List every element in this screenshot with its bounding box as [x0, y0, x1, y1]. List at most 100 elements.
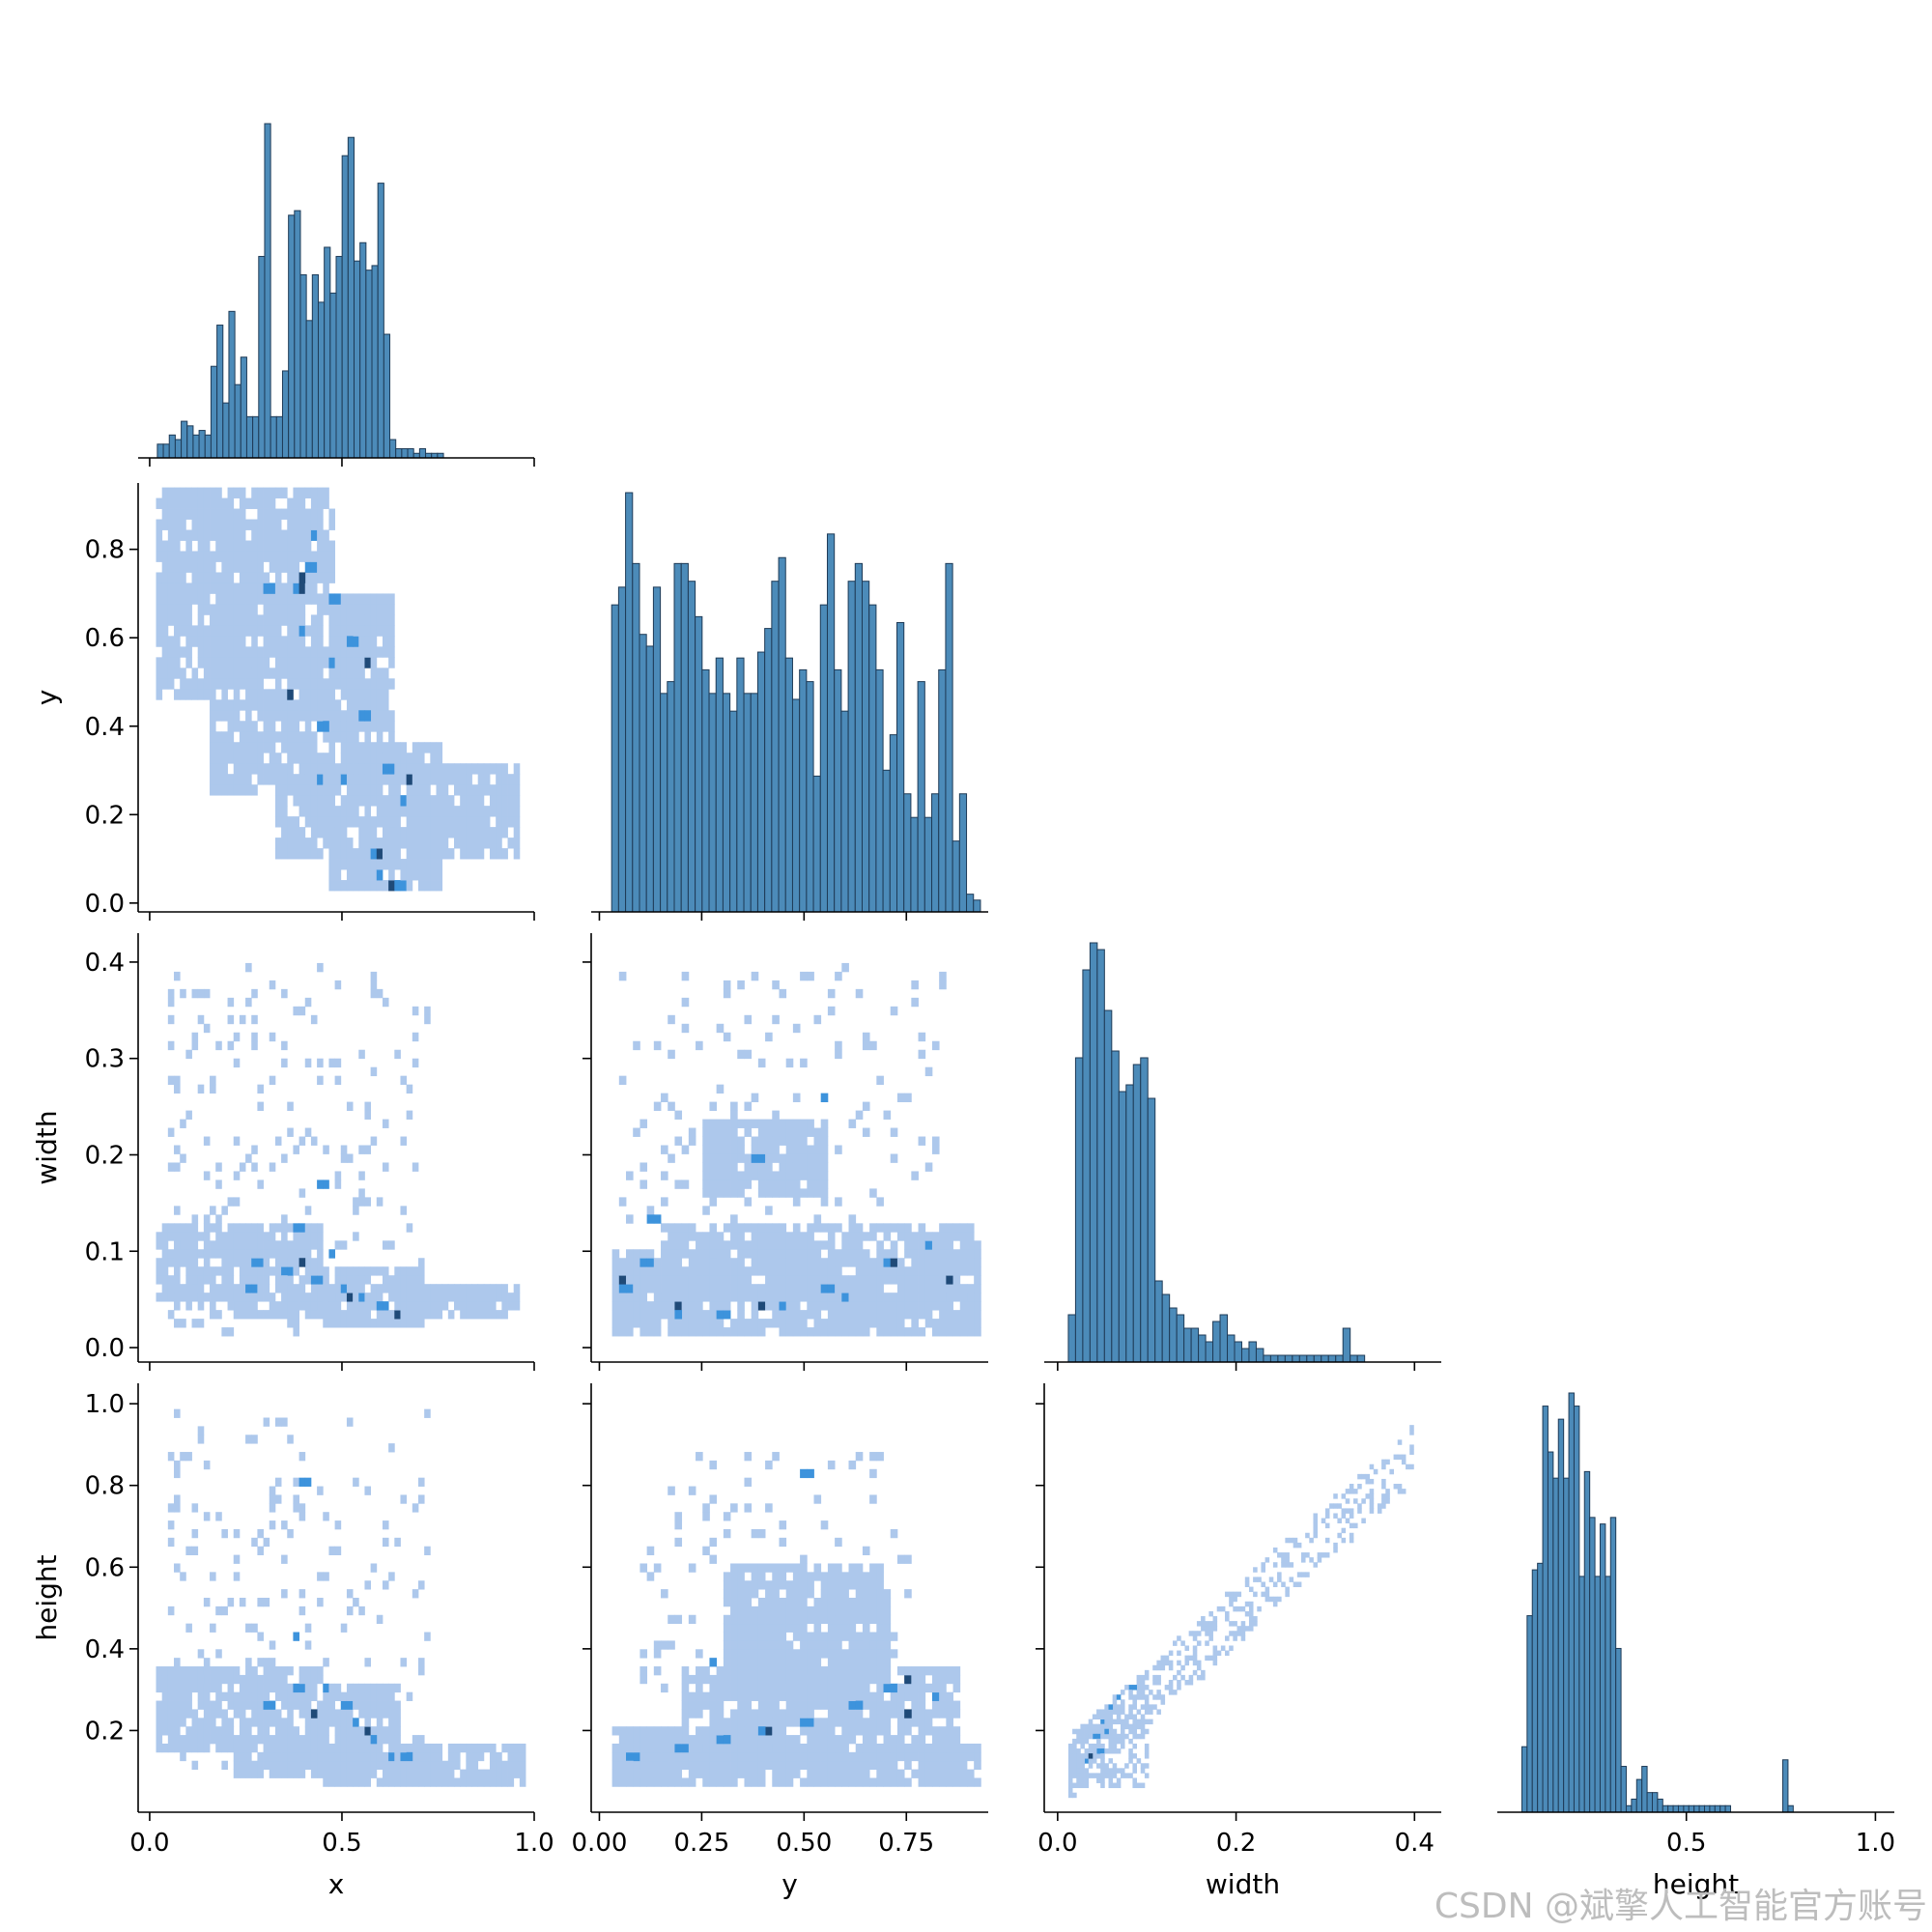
heatmap-cell	[304, 997, 312, 1008]
heatmap-cell	[180, 1709, 186, 1719]
heatmap-cell	[460, 784, 467, 796]
heatmap-cell	[1136, 1758, 1142, 1764]
heatmap-cell	[180, 1718, 186, 1727]
heatmap-cell	[334, 593, 342, 605]
heatmap-cell	[807, 1605, 814, 1616]
heatmap-cell	[639, 1777, 648, 1787]
heatmap-cell	[1156, 1690, 1161, 1695]
heatmap-cell	[156, 551, 163, 562]
heatmap-cell	[633, 1258, 640, 1267]
heatmap-cell	[716, 1188, 724, 1198]
heatmap-cell	[394, 1275, 401, 1285]
heatmap-cell	[618, 1777, 627, 1787]
heatmap-cell	[441, 1777, 449, 1787]
heatmap-cell	[1397, 1454, 1403, 1461]
heatmap-cell	[653, 1327, 662, 1337]
heatmap-cell	[466, 1760, 472, 1770]
heatmap-cell	[269, 625, 276, 637]
heatmap-cell	[1104, 1719, 1109, 1725]
heatmap-cell	[334, 763, 342, 775]
heatmap-cell	[245, 561, 252, 573]
heatmap-cell	[779, 1760, 787, 1770]
heatmap-cell	[251, 1743, 258, 1753]
heatmap-cell	[346, 1760, 354, 1770]
heatmap-cell	[323, 1145, 329, 1154]
heatmap-cell	[376, 625, 384, 637]
heatmap-cell	[1212, 1621, 1218, 1627]
heatmap-cell	[1088, 1719, 1094, 1725]
heatmap-cell	[730, 1293, 738, 1302]
heatmap-cell	[287, 742, 294, 753]
heatmap-cell	[751, 1718, 759, 1727]
heatmap-cell	[257, 582, 264, 594]
heatmap-cell	[353, 1477, 359, 1487]
heatmap-cell	[800, 1232, 808, 1241]
heatmap-cell	[966, 1232, 975, 1241]
heatmap-cell	[263, 582, 270, 594]
heatmap-cell	[388, 784, 395, 796]
heatmap-cell	[757, 1188, 766, 1198]
heatmap-cell	[257, 487, 264, 498]
heatmap-cell	[370, 774, 378, 785]
heatmap-cell	[959, 1258, 968, 1267]
heatmap-cell	[233, 1554, 241, 1564]
histogram-bar	[1356, 1354, 1366, 1363]
heatmap-cell	[483, 1293, 491, 1302]
heatmap-cell	[215, 604, 222, 615]
heatmap-cell	[364, 848, 372, 860]
heatmap-cell	[340, 646, 348, 658]
heatmap-cell	[364, 1101, 372, 1111]
heatmap-cell	[239, 1709, 246, 1719]
heatmap-cell	[406, 880, 413, 892]
heatmap-cell	[364, 731, 372, 743]
heatmap-cell	[358, 593, 365, 605]
heatmap-cell	[323, 1777, 329, 1787]
heatmap-cell	[298, 625, 306, 637]
heatmap-cell	[287, 784, 294, 796]
heatmap-cell	[820, 1751, 829, 1762]
heatmap-cell	[239, 1240, 246, 1250]
heatmap-cell	[661, 1751, 668, 1762]
heatmap-cell	[167, 1735, 175, 1745]
heatmap-cell	[197, 678, 205, 690]
heatmap-cell	[323, 753, 329, 764]
heatmap-cell	[364, 1301, 372, 1311]
heatmap-cell	[827, 1614, 836, 1625]
heatmap-cell	[855, 1726, 864, 1736]
heatmap-cell	[471, 838, 479, 849]
heatmap-cell	[730, 1101, 738, 1111]
heatmap-cell	[744, 1293, 753, 1302]
heatmap-cell	[477, 774, 485, 785]
heatmap-cell	[263, 1232, 270, 1241]
histogram-bar	[1082, 969, 1091, 1363]
heatmap-cell	[716, 1119, 724, 1128]
heatmap-cell	[334, 784, 342, 796]
heatmap-cell	[813, 1494, 822, 1504]
heatmap-cell	[1225, 1616, 1230, 1622]
heatmap-cell	[772, 1127, 780, 1137]
heatmap-cell	[633, 1726, 640, 1736]
heatmap-cell	[274, 1743, 282, 1753]
heatmap-cell	[210, 1206, 216, 1215]
heatmap-cell	[394, 1735, 401, 1745]
heatmap-cell	[807, 1293, 814, 1302]
heatmap-cell	[800, 1145, 808, 1154]
heatmap-cell	[298, 604, 306, 615]
heatmap-cell	[239, 1743, 246, 1753]
heatmap-cell	[191, 1683, 199, 1693]
heatmap-cell	[751, 1301, 759, 1311]
heatmap-cell	[197, 1014, 205, 1025]
heatmap-cell	[353, 1206, 359, 1215]
heatmap-cell	[317, 1232, 324, 1241]
heatmap-cell	[848, 1572, 857, 1581]
heatmap-cell	[744, 1751, 753, 1762]
histogram-bar	[708, 693, 717, 913]
heatmap-cell	[869, 1275, 877, 1285]
heatmap-cell	[388, 1735, 395, 1745]
heatmap-cell	[519, 1769, 526, 1778]
heatmap-cell	[370, 1691, 378, 1701]
heatmap-cell	[890, 1266, 898, 1276]
heatmap-cell	[269, 1683, 276, 1693]
heatmap-cell	[744, 1249, 753, 1259]
heatmap-cell	[633, 1249, 640, 1259]
